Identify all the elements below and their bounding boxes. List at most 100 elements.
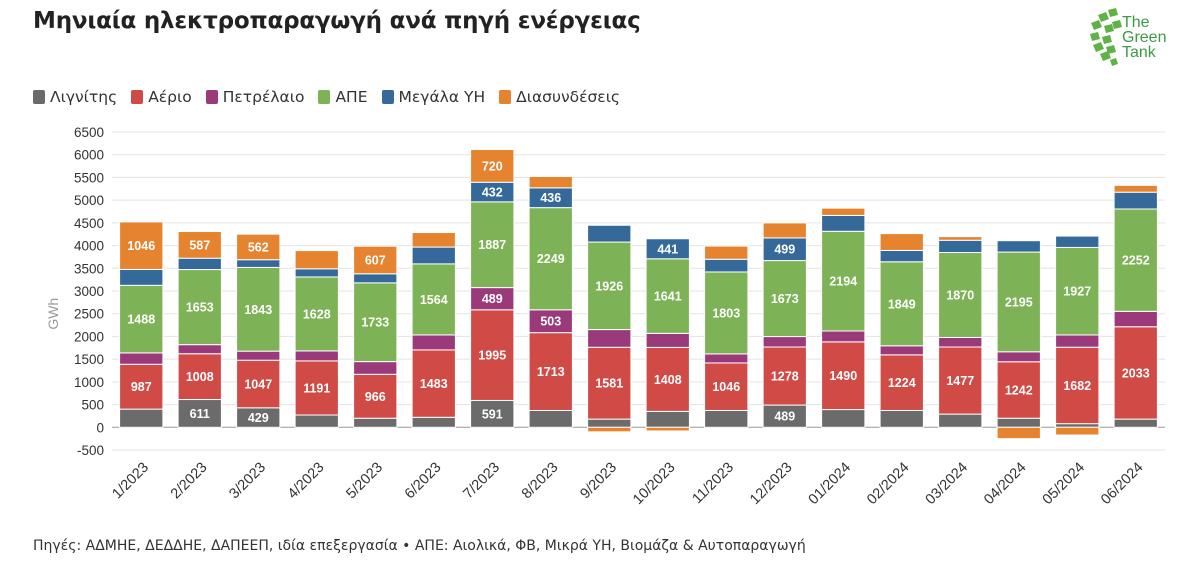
legend-item[interactable]: Λιγνίτης [33, 88, 117, 106]
legend-item[interactable]: ΑΠΕ [318, 88, 368, 106]
bar-segment [411, 232, 456, 248]
legend-label: Διασυνδέσεις [516, 88, 621, 106]
data-label: 611 [190, 407, 210, 421]
y-tick-label: -500 [77, 443, 104, 458]
green-tank-logo: The Green Tank [1088, 6, 1178, 72]
bar-segment [879, 409, 924, 428]
data-label: 966 [365, 390, 386, 404]
x-tick-label: 9/2023 [577, 460, 620, 503]
data-label: 489 [774, 410, 795, 424]
bar-segment [938, 346, 983, 415]
data-label: 2249 [537, 252, 565, 266]
y-tick-label: 4500 [74, 216, 104, 231]
bar-segment [528, 207, 573, 311]
legend-label: Λιγνίτης [50, 88, 118, 106]
legend-label: Μεγάλα ΥΗ [398, 88, 486, 106]
bar-segment [996, 426, 1041, 440]
bar-segment [938, 252, 983, 338]
legend-label: ΑΠΕ [335, 88, 368, 106]
legend-item[interactable]: Αέριο [131, 88, 192, 106]
bar-segment [704, 353, 749, 364]
legend-item[interactable]: Διασυνδέσεις [499, 88, 620, 106]
data-label: 2195 [1005, 295, 1033, 309]
data-label: 1408 [654, 373, 682, 387]
bar-segment [821, 207, 866, 216]
x-tick-label: 3/2023 [226, 460, 269, 503]
bar-segment [1113, 418, 1158, 428]
legend-item[interactable]: Μεγάλα ΥΗ [381, 88, 486, 106]
bar-segment [470, 201, 515, 289]
bar-segment [821, 230, 866, 332]
bar-segment [353, 373, 398, 419]
logo-text-green: Green [1122, 29, 1167, 46]
data-label: 1224 [888, 376, 916, 390]
bar-segment [587, 224, 632, 243]
y-tick-label: 4000 [74, 239, 104, 254]
bar-segment [1055, 246, 1100, 336]
bar-segment [762, 222, 807, 239]
bar-segment [996, 351, 1041, 363]
bar-segment [294, 414, 339, 428]
bar-segment [879, 233, 924, 251]
chart-title: Μηνιαία ηλεκτροπαραγωγή ανά πηγή ενέργει… [33, 8, 641, 34]
bar-segment [762, 346, 807, 406]
x-tick-label: 10/2023 [630, 460, 678, 508]
x-tick-label: 12/2023 [747, 460, 795, 508]
legend-swatch [131, 90, 144, 104]
data-label: 1673 [771, 292, 799, 306]
data-label: 1628 [303, 307, 331, 321]
bar-segment [587, 426, 632, 433]
chart-legend: Λιγνίτης Αέριο Πετρέλαιο ΑΠΕ Μεγάλα ΥΗ Διασυν… [33, 88, 620, 106]
data-label: 1887 [478, 238, 506, 252]
data-label: 503 [540, 315, 561, 329]
bar-segment [704, 258, 749, 273]
bar-segment [177, 344, 222, 355]
x-tick-label: 5/2023 [343, 460, 386, 503]
y-tick-label: 500 [81, 398, 104, 413]
data-label: 1490 [829, 369, 857, 383]
x-tick-label: 11/2023 [689, 460, 737, 508]
bar-segment [1113, 208, 1158, 312]
logo-text-tank: Tank [1122, 44, 1156, 61]
bar-segment [119, 268, 164, 286]
legend-item[interactable]: Πετρέλαιο [205, 88, 305, 106]
bar-segment [353, 273, 398, 284]
bar-segment [879, 261, 924, 347]
bar-segment [411, 246, 456, 265]
data-label: 1278 [771, 370, 799, 384]
bar-segment [1055, 423, 1100, 428]
legend-swatch [33, 90, 45, 104]
x-tick-label: 03/2024 [923, 460, 971, 508]
data-label: 441 [657, 242, 678, 256]
data-label: 489 [482, 292, 503, 306]
data-label: 436 [540, 191, 561, 205]
data-label: 1046 [127, 239, 155, 253]
bar-segment [411, 263, 456, 336]
bar-segment [996, 361, 1041, 419]
data-label: 1927 [1063, 285, 1091, 299]
x-tick-label: 02/2024 [864, 460, 912, 508]
data-label: 1682 [1063, 379, 1091, 393]
bar-segment [119, 363, 164, 410]
leaf-logo-icon [1090, 8, 1122, 66]
bar-segment [996, 417, 1041, 428]
x-tick-label: 4/2023 [285, 460, 328, 503]
y-tick-label: 1500 [74, 352, 104, 367]
bar-segment [119, 221, 164, 270]
bar-segment [762, 336, 807, 348]
data-label: 1008 [186, 370, 214, 384]
legend-label: Αέριο [148, 88, 192, 106]
bar-segment [821, 330, 866, 343]
bar-segment [177, 269, 222, 346]
bar-segment [294, 268, 339, 278]
y-tick-label: 3000 [74, 284, 104, 299]
legend-swatch [318, 90, 331, 104]
legend-label: Πετρέλαιο [222, 88, 305, 106]
data-label: 1483 [420, 377, 448, 391]
logo-text-the: The [1122, 14, 1150, 31]
bar-segment [996, 240, 1041, 253]
bar-segment [879, 345, 924, 356]
bar-segment [119, 284, 164, 354]
y-tick-label: 5500 [74, 170, 104, 185]
data-label: 1995 [478, 349, 506, 363]
